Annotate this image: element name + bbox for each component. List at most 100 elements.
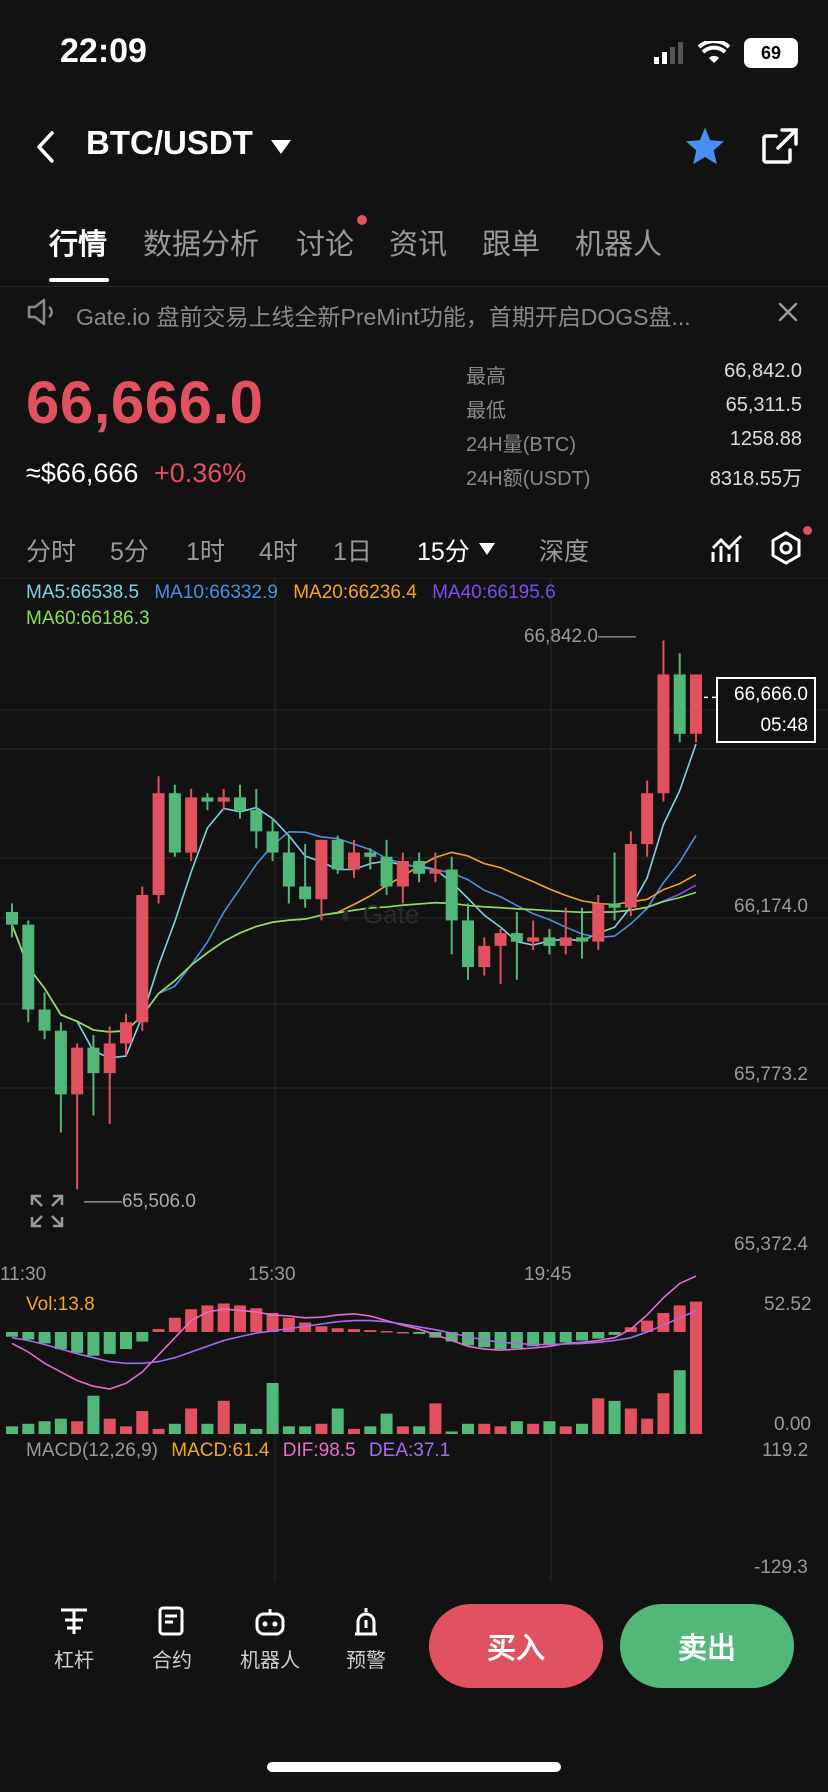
y-tick-3: 65,372.4 — [734, 1234, 808, 1255]
macd-bar — [592, 1332, 605, 1339]
macd-bar — [136, 1332, 149, 1342]
volume-bar — [299, 1426, 312, 1434]
volume-bar — [185, 1408, 198, 1434]
candle-body — [250, 810, 263, 832]
macd-bar — [103, 1332, 116, 1354]
bot-button[interactable]: 机器人 — [230, 1606, 310, 1673]
notice-bar[interactable]: Gate.io 盘前交易上线全新PreMint功能，首期开启DOGS盘... — [0, 288, 828, 338]
volume-bar — [217, 1400, 230, 1434]
volume-bar — [234, 1423, 246, 1434]
macd-lines — [11, 1275, 697, 1390]
macd-bar — [315, 1326, 328, 1332]
interval-timeline[interactable]: 分时 — [26, 538, 77, 566]
pair-title[interactable]: BTC/USDT — [86, 124, 253, 161]
tab-bot[interactable]: 机器人 — [575, 229, 663, 261]
interval-1d[interactable]: 1日 — [333, 538, 372, 566]
volume-bar — [348, 1428, 360, 1434]
macd-bar — [201, 1305, 214, 1332]
volume-bar — [429, 1403, 442, 1434]
interval-dropdown-icon[interactable] — [479, 543, 495, 555]
candle-body — [38, 1009, 51, 1031]
leverage-label: 杠杆 — [54, 1650, 94, 1672]
candle-body — [54, 1030, 67, 1095]
macd-bar — [22, 1332, 35, 1340]
usd-price-row: ≈$66,666 +0.36% — [26, 458, 246, 489]
stat-amount-usdt: 24H额(USDT) 8318.55万 — [466, 468, 802, 490]
macd-bar — [527, 1332, 540, 1347]
volume-bar — [152, 1428, 165, 1434]
interval-15m[interactable]: 15分 — [417, 538, 470, 566]
leverage-button[interactable]: 杠杆 — [34, 1606, 114, 1673]
candle-body — [624, 844, 637, 908]
volume-bar — [462, 1423, 474, 1434]
candle-countdown: 05:48 — [760, 715, 808, 736]
volume-bar — [331, 1408, 344, 1434]
home-indicator — [267, 1762, 561, 1772]
back-icon[interactable] — [34, 130, 56, 164]
ma40-label: MA40:66195.6 — [432, 582, 556, 603]
macd-bar — [559, 1332, 572, 1343]
buy-button[interactable]: 买入 — [429, 1604, 603, 1688]
macd-bar — [690, 1301, 702, 1332]
macd-bar — [494, 1332, 507, 1350]
macd-bar — [38, 1332, 51, 1344]
indicator-icon[interactable] — [710, 532, 744, 566]
macd-legend: MACD(12,26,9) MACD:61.4 DIF:98.5 DEA:37.… — [26, 1440, 451, 1461]
bot-label: 机器人 — [240, 1650, 300, 1672]
contract-button[interactable]: 合约 — [132, 1606, 212, 1673]
macd-bar — [641, 1320, 654, 1332]
wifi-icon — [698, 41, 730, 63]
volume-bar — [315, 1423, 328, 1434]
settings-icon[interactable] — [768, 530, 804, 566]
battery-icon: 69 — [744, 38, 798, 68]
alert-button[interactable]: 预警 — [326, 1606, 406, 1673]
candle-body — [641, 793, 654, 845]
candle-body — [364, 852, 377, 857]
interval-4h[interactable]: 4时 — [259, 538, 298, 566]
macd-bar — [608, 1332, 621, 1335]
tab-discussion[interactable]: 讨论 — [296, 229, 355, 261]
candle-body — [576, 937, 588, 942]
current-price-value: 66,666.0 — [734, 684, 808, 705]
share-icon[interactable] — [760, 126, 800, 166]
favorite-star-icon[interactable] — [684, 126, 726, 166]
candle-body — [266, 831, 279, 853]
volume-bar — [71, 1421, 84, 1434]
price-change: +0.36% — [153, 458, 247, 488]
volume-max: 52.52 — [764, 1294, 812, 1315]
sell-button[interactable]: 卖出 — [620, 1604, 794, 1688]
tab-market[interactable]: 行情 — [49, 229, 108, 261]
candle-body — [592, 903, 605, 942]
tab-news[interactable]: 资讯 — [389, 229, 448, 261]
ma60-label: MA60:66186.3 — [26, 608, 150, 629]
volume-bar — [250, 1428, 263, 1434]
volume-bar — [559, 1426, 572, 1434]
candle-body — [331, 839, 344, 870]
dea-line — [11, 1310, 697, 1365]
y-tick-2: 65,773.2 — [734, 1064, 808, 1085]
ma5-label: MA5:66538.5 — [26, 582, 140, 603]
tab-data-analysis[interactable]: 数据分析 — [143, 229, 260, 261]
kline-chart[interactable]: ◐ Gate — [0, 578, 828, 1588]
tab-copy-trade[interactable]: 跟单 — [482, 229, 541, 261]
interval-5m[interactable]: 5分 — [110, 538, 149, 566]
usd-price: ≈$66,666 — [26, 458, 139, 488]
ma20-line — [11, 851, 697, 1033]
volume-bar — [576, 1423, 588, 1434]
fullscreen-icon[interactable] — [30, 1194, 64, 1228]
macd-bar — [168, 1317, 181, 1332]
interval-depth[interactable]: 深度 — [539, 538, 590, 566]
high-marker: 66,842.0—— — [524, 626, 636, 647]
close-notice-icon[interactable] — [778, 302, 798, 322]
last-price: 66,666.0 — [26, 369, 264, 436]
pair-dropdown-icon[interactable] — [270, 139, 292, 155]
discussion-badge-dot — [357, 215, 367, 225]
macd-bar — [396, 1332, 409, 1334]
interval-1h[interactable]: 1时 — [186, 538, 225, 566]
ma10-label: MA10:66332.9 — [154, 582, 278, 603]
candle-body — [71, 1047, 84, 1095]
volume-bar — [527, 1423, 540, 1434]
candle-body — [462, 920, 474, 968]
volume-bar — [624, 1408, 637, 1434]
candle-body — [103, 1043, 116, 1074]
